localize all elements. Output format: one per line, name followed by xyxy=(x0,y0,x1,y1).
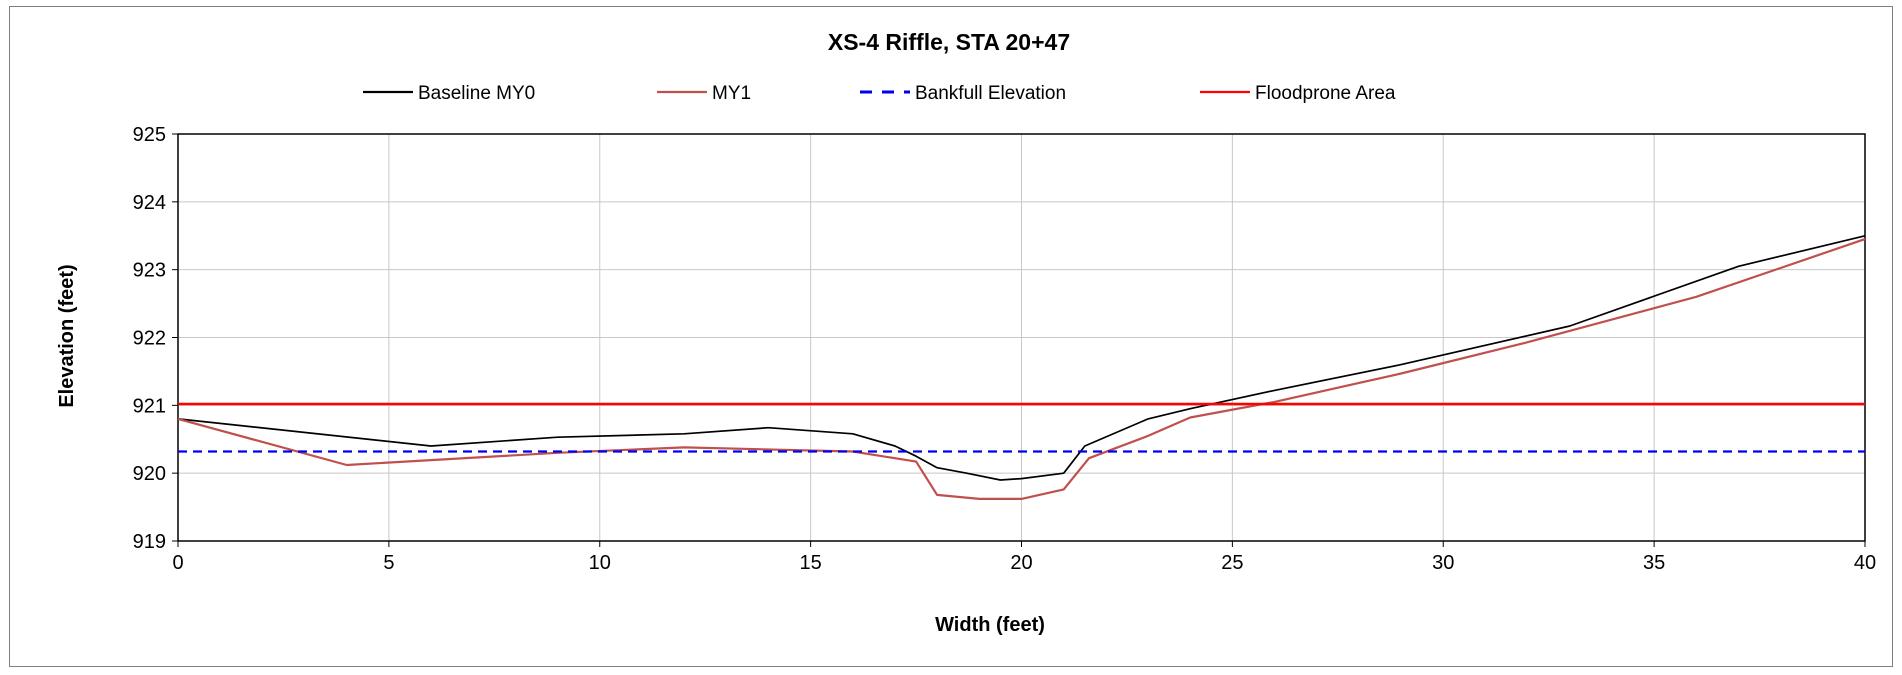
x-tick-label: 35 xyxy=(1643,552,1665,574)
series-line-my1 xyxy=(177,238,1866,500)
x-tick-label: 25 xyxy=(1221,552,1243,574)
y-axis-ticks: 919 920 921 922 923 924 925 xyxy=(133,124,178,553)
legend-label: Floodprone Area xyxy=(1255,83,1396,104)
x-tick-label: 20 xyxy=(1010,552,1032,574)
x-tick-label: 40 xyxy=(1854,552,1876,574)
grid xyxy=(178,134,1865,541)
y-tick-label: 925 xyxy=(133,124,166,146)
y-tick-label: 920 xyxy=(133,463,166,485)
legend-label: Bankfull Elevation xyxy=(915,83,1066,104)
series-line-baseline-my0 xyxy=(177,234,1866,481)
x-tick-label: 5 xyxy=(383,552,394,574)
x-tick-label: 0 xyxy=(172,552,183,574)
y-axis-title: Elevation (feet) xyxy=(56,264,78,407)
chart-svg: XS-4 Riffle, STA 20+47 Baseline MY0 MY1 Ba… xyxy=(56,29,1876,636)
x-axis-ticks: 0 5 10 15 20 25 30 35 40 xyxy=(172,541,1876,574)
series-layer xyxy=(177,234,1866,500)
y-tick-label: 922 xyxy=(133,328,166,350)
y-tick-label: 919 xyxy=(133,531,166,553)
x-tick-label: 10 xyxy=(589,552,611,574)
x-tick-label: 30 xyxy=(1432,552,1454,574)
y-tick-label: 923 xyxy=(133,260,166,282)
x-axis-title: Width (feet) xyxy=(935,614,1045,636)
legend-label: MY1 xyxy=(712,83,751,104)
legend: Baseline MY0 MY1 Bankfull Elevation Floodpr… xyxy=(363,83,1396,104)
y-tick-label: 921 xyxy=(133,395,166,417)
chart-area: XS-4 Riffle, STA 20+47 Baseline MY0 MY1 Ba… xyxy=(9,6,1893,667)
y-tick-label: 924 xyxy=(133,192,166,214)
x-tick-label: 15 xyxy=(800,552,822,574)
legend-label: Baseline MY0 xyxy=(418,83,535,104)
chart-title: XS-4 Riffle, STA 20+47 xyxy=(828,29,1070,55)
